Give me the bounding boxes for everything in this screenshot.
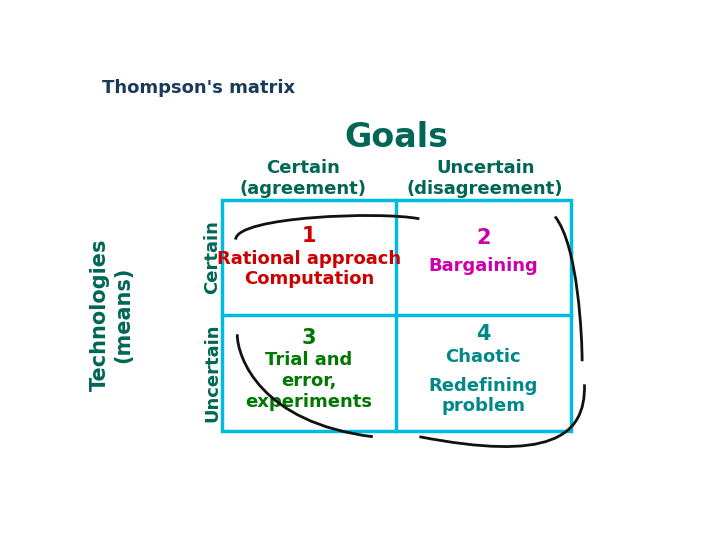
Text: Thompson's matrix: Thompson's matrix <box>102 79 294 97</box>
Text: Chaotic: Chaotic <box>446 348 521 366</box>
Text: Rational approach
Computation: Rational approach Computation <box>217 249 401 288</box>
Text: Trial and
error,
experiments: Trial and error, experiments <box>246 351 372 411</box>
Text: Certain: Certain <box>204 220 222 294</box>
Text: Technologies
(means): Technologies (means) <box>90 239 133 392</box>
Text: Certain
(agreement): Certain (agreement) <box>240 159 366 198</box>
Text: Uncertain
(disagreement): Uncertain (disagreement) <box>407 159 564 198</box>
Text: Goals: Goals <box>344 122 448 154</box>
Text: 3: 3 <box>302 328 316 348</box>
Text: 2: 2 <box>476 228 490 248</box>
Text: Bargaining: Bargaining <box>428 257 538 275</box>
Text: Redefining
problem: Redefining problem <box>428 377 538 415</box>
Text: 4: 4 <box>476 325 490 345</box>
Text: 1: 1 <box>302 226 316 246</box>
Bar <box>222 200 570 430</box>
Text: Uncertain: Uncertain <box>204 323 222 422</box>
